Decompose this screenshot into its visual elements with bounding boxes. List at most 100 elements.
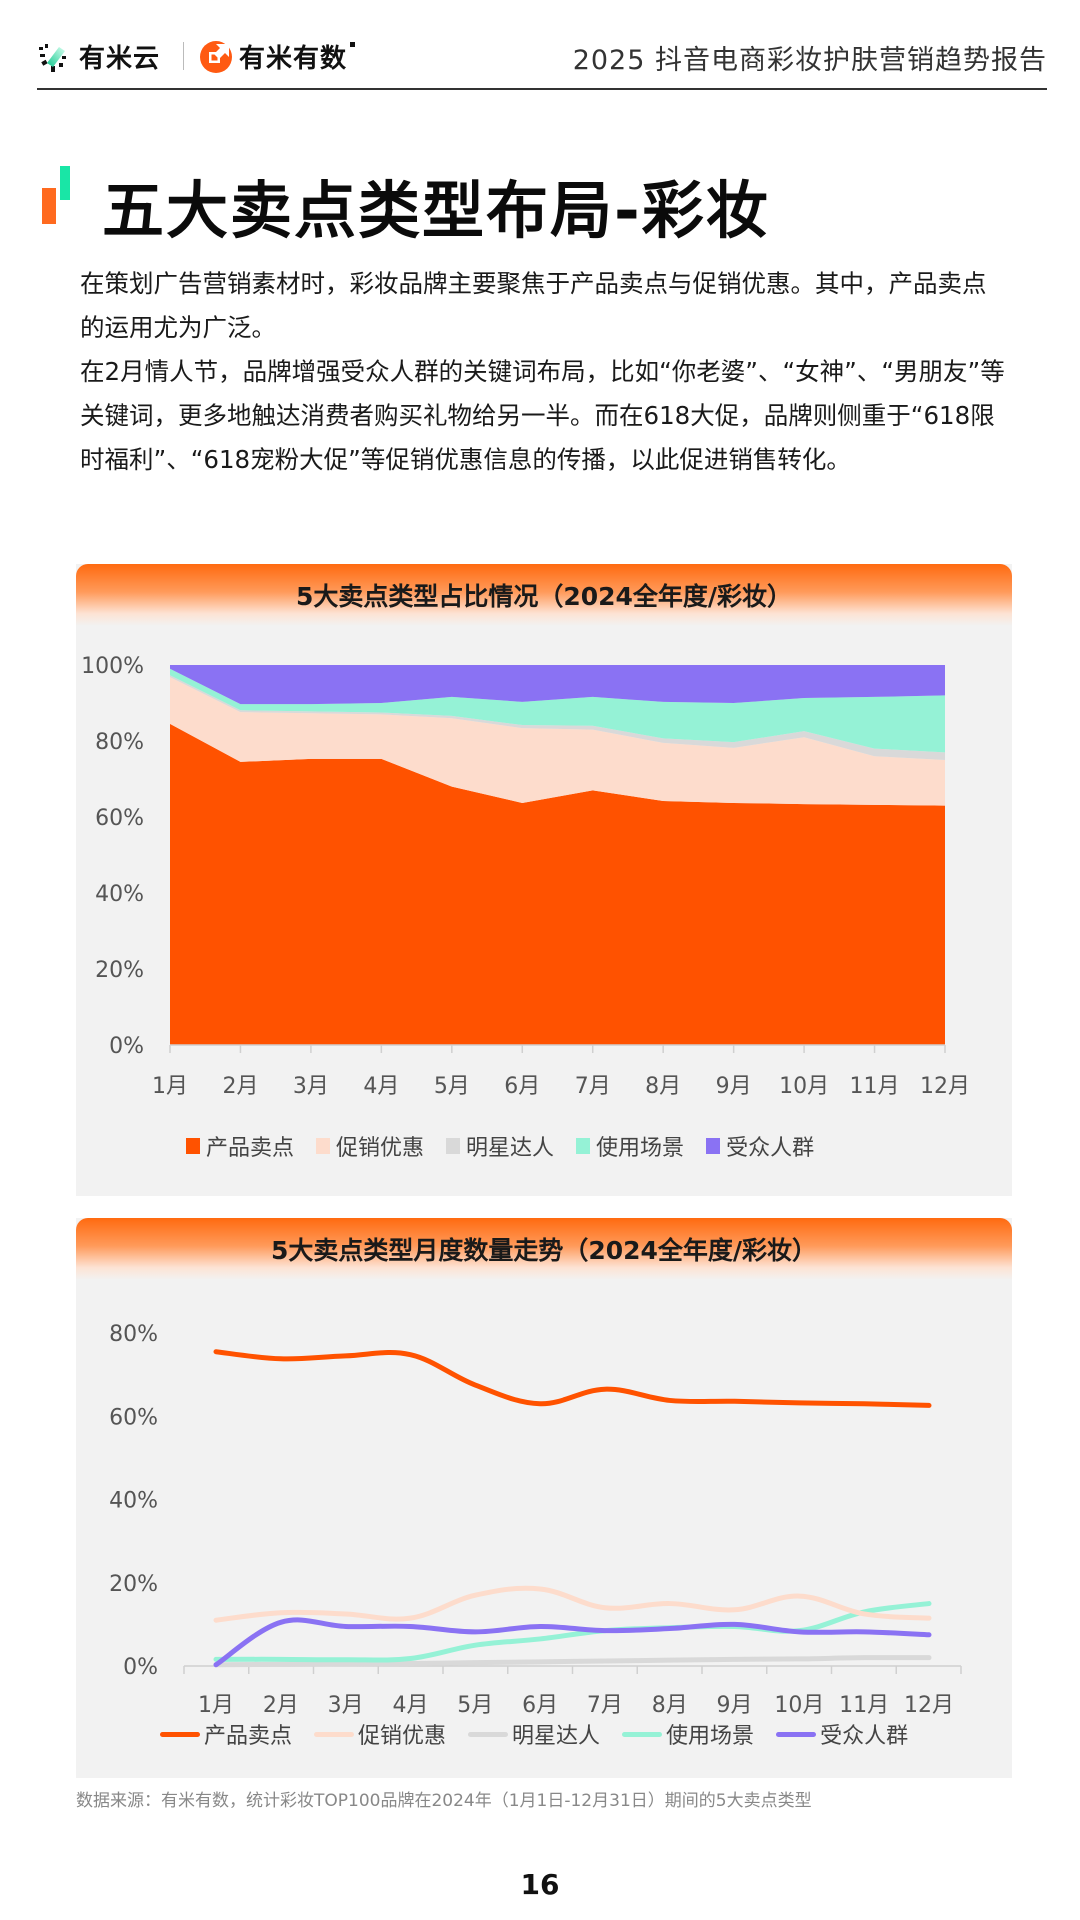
legend-item[interactable]: 促销优惠 bbox=[316, 1130, 424, 1162]
line-series bbox=[213, 1601, 932, 1663]
legend-line-icon bbox=[468, 1731, 509, 1737]
paragraph: 在2月情人节，品牌增强受众人群的关键词布局，比如“你老婆”、“女神”、“男朋友”… bbox=[80, 357, 1005, 474]
x-tick-label: 1月 bbox=[152, 1074, 188, 1099]
legend-item[interactable]: 受众人群 bbox=[776, 1718, 908, 1750]
legend-label: 使用场景 bbox=[596, 1136, 685, 1161]
chart-legend: 产品卖点 促销优惠 明星达人 使用场景 受众人群 bbox=[160, 1718, 930, 1750]
legend-item[interactable]: 使用场景 bbox=[576, 1130, 684, 1162]
y-tick-label: 60% bbox=[109, 1405, 158, 1430]
legend-label: 产品卖点 bbox=[204, 1724, 293, 1749]
y-tick-label: 60% bbox=[95, 806, 144, 831]
trademark-mark bbox=[350, 42, 356, 47]
x-tick-label: 5月 bbox=[434, 1074, 470, 1099]
area-series bbox=[170, 665, 945, 705]
body-text: 在策划广告营销素材时，彩妆品牌主要聚焦于产品卖点与促销优惠。其中，产品卖点的运用… bbox=[80, 262, 1010, 482]
line-series bbox=[213, 1617, 932, 1668]
page-header: 有米云 有米有数 2025 抖音电商彩妆护肤营销趋势报告 bbox=[37, 28, 1047, 90]
x-tick-label: 7月 bbox=[575, 1074, 611, 1099]
title-accent-orange bbox=[42, 188, 56, 224]
legend-item[interactable]: 产品卖点 bbox=[186, 1130, 294, 1162]
page-title: 五大卖点类型布局-彩妆 bbox=[102, 174, 770, 247]
youmi-cloud-logo-icon bbox=[39, 43, 66, 72]
legend-item[interactable]: 明星达人 bbox=[446, 1130, 554, 1162]
legend-label: 受众人群 bbox=[820, 1724, 909, 1749]
legend-line-icon bbox=[776, 1731, 817, 1737]
x-tick-label: 2月 bbox=[222, 1074, 258, 1099]
x-tick-label: 12月 bbox=[904, 1693, 954, 1718]
y-tick-label: 20% bbox=[95, 958, 144, 983]
x-tick-label: 12月 bbox=[920, 1074, 970, 1099]
legend-item[interactable]: 促销优惠 bbox=[314, 1718, 446, 1750]
legend-label: 受众人群 bbox=[726, 1136, 815, 1161]
area-series bbox=[170, 723, 945, 1045]
youmi-data-logo: 有米有数 bbox=[199, 38, 356, 75]
logo-divider bbox=[183, 42, 184, 70]
line-series bbox=[213, 1655, 932, 1668]
x-tick-label: 10月 bbox=[779, 1074, 829, 1099]
y-tick-label: 0% bbox=[123, 1655, 158, 1680]
y-tick-label: 40% bbox=[109, 1489, 158, 1514]
page-number: 16 bbox=[520, 1868, 560, 1901]
report-title: 2025 抖音电商彩妆护肤营销趋势报告 bbox=[572, 45, 1047, 76]
x-tick-label: 3月 bbox=[293, 1074, 329, 1099]
youmi-cloud-logo-text: 有米云 bbox=[79, 44, 161, 74]
x-tick-label: 3月 bbox=[328, 1693, 364, 1718]
legend-item[interactable]: 受众人群 bbox=[706, 1130, 814, 1162]
area-series bbox=[170, 668, 945, 753]
x-tick-label: 11月 bbox=[850, 1074, 900, 1099]
x-tick-label: 8月 bbox=[652, 1693, 688, 1718]
x-tick-label: 9月 bbox=[717, 1693, 753, 1718]
legend-swatch-icon bbox=[186, 1138, 200, 1154]
x-tick-label: 4月 bbox=[392, 1693, 428, 1718]
x-tick-label: 1月 bbox=[198, 1693, 234, 1718]
legend-line-icon bbox=[622, 1731, 663, 1737]
chart-title: 5大卖点类型月度数量走势（2024全年度/彩妆） bbox=[270, 1236, 818, 1265]
x-tick-label: 6月 bbox=[504, 1074, 540, 1099]
legend-item[interactable]: 产品卖点 bbox=[160, 1718, 292, 1750]
legend-swatch-icon bbox=[446, 1138, 461, 1154]
x-tick-label: 11月 bbox=[839, 1693, 889, 1718]
y-tick-label: 80% bbox=[95, 730, 144, 755]
x-tick-label: 6月 bbox=[522, 1693, 558, 1718]
line-series bbox=[213, 1585, 932, 1623]
x-tick-label: 8月 bbox=[645, 1074, 681, 1099]
x-tick-label: 2月 bbox=[263, 1693, 299, 1718]
y-tick-label: 100% bbox=[81, 654, 144, 679]
legend-swatch-icon bbox=[316, 1138, 331, 1154]
area-series bbox=[170, 677, 945, 806]
x-tick-label: 9月 bbox=[716, 1074, 752, 1099]
x-tick-label: 5月 bbox=[457, 1693, 493, 1718]
line-chart-card: 5大卖点类型月度数量走势（2024全年度/彩妆） 0% 20% 40% 60% 80% 1… bbox=[76, 1218, 1012, 1778]
title-accent-green bbox=[60, 166, 70, 200]
y-tick-label: 40% bbox=[95, 882, 144, 907]
chart-header: 5大卖点类型占比情况（2024全年度/彩妆） bbox=[76, 564, 1012, 626]
youmi-data-logo-icon bbox=[200, 40, 232, 73]
x-tick-label: 4月 bbox=[363, 1074, 399, 1099]
line-series bbox=[213, 1349, 932, 1408]
legend-label: 使用场景 bbox=[666, 1724, 755, 1749]
chart-legend: 产品卖点 促销优惠 明星达人 使用场景 受众人群 bbox=[186, 1130, 836, 1162]
x-tick-label: 7月 bbox=[587, 1693, 623, 1718]
x-tick-label: 10月 bbox=[774, 1693, 824, 1718]
chart-title: 5大卖点类型占比情况（2024全年度/彩妆） bbox=[295, 582, 793, 611]
y-tick-label: 0% bbox=[109, 1034, 144, 1059]
line-chart: 0% 20% 40% 60% 80% 1月 2月 3月 4月 5月 6月 7月 8月 9月 10月 11月 12… bbox=[109, 1322, 962, 1718]
legend-swatch-icon bbox=[706, 1138, 721, 1154]
stacked-area-chart: 0% 20% 40% 60% 80% 100% 1月 2月 3月 4月 5月 6月 7月 8月 9月 10月 1… bbox=[81, 654, 970, 1099]
legend-line-icon bbox=[314, 1731, 355, 1737]
stacked-area-chart-card: 5大卖点类型占比情况（2024全年度/彩妆） 0% 20% 40% 60% 80% 100… bbox=[76, 564, 1012, 1196]
youmi-data-logo-text: 有米有数 bbox=[239, 44, 348, 74]
legend-label: 产品卖点 bbox=[206, 1136, 295, 1161]
legend-label: 促销优惠 bbox=[358, 1724, 447, 1749]
data-source-footnote: 数据来源：有米有数，统计彩妆TOP100品牌在2024年（1月1日-12月31日… bbox=[76, 1791, 812, 1811]
legend-label: 促销优惠 bbox=[336, 1136, 425, 1161]
paragraph: 在策划广告营销素材时，彩妆品牌主要聚焦于产品卖点与促销优惠。其中，产品卖点的运用… bbox=[80, 269, 987, 342]
legend-item[interactable]: 使用场景 bbox=[622, 1718, 754, 1750]
y-tick-label: 20% bbox=[109, 1572, 158, 1597]
area-series bbox=[170, 675, 945, 760]
legend-label: 明星达人 bbox=[466, 1136, 555, 1161]
legend-label: 明星达人 bbox=[512, 1724, 601, 1749]
chart-header: 5大卖点类型月度数量走势（2024全年度/彩妆） bbox=[76, 1218, 1012, 1280]
youmi-cloud-logo: 有米云 bbox=[37, 38, 160, 75]
legend-item[interactable]: 明星达人 bbox=[468, 1718, 600, 1750]
